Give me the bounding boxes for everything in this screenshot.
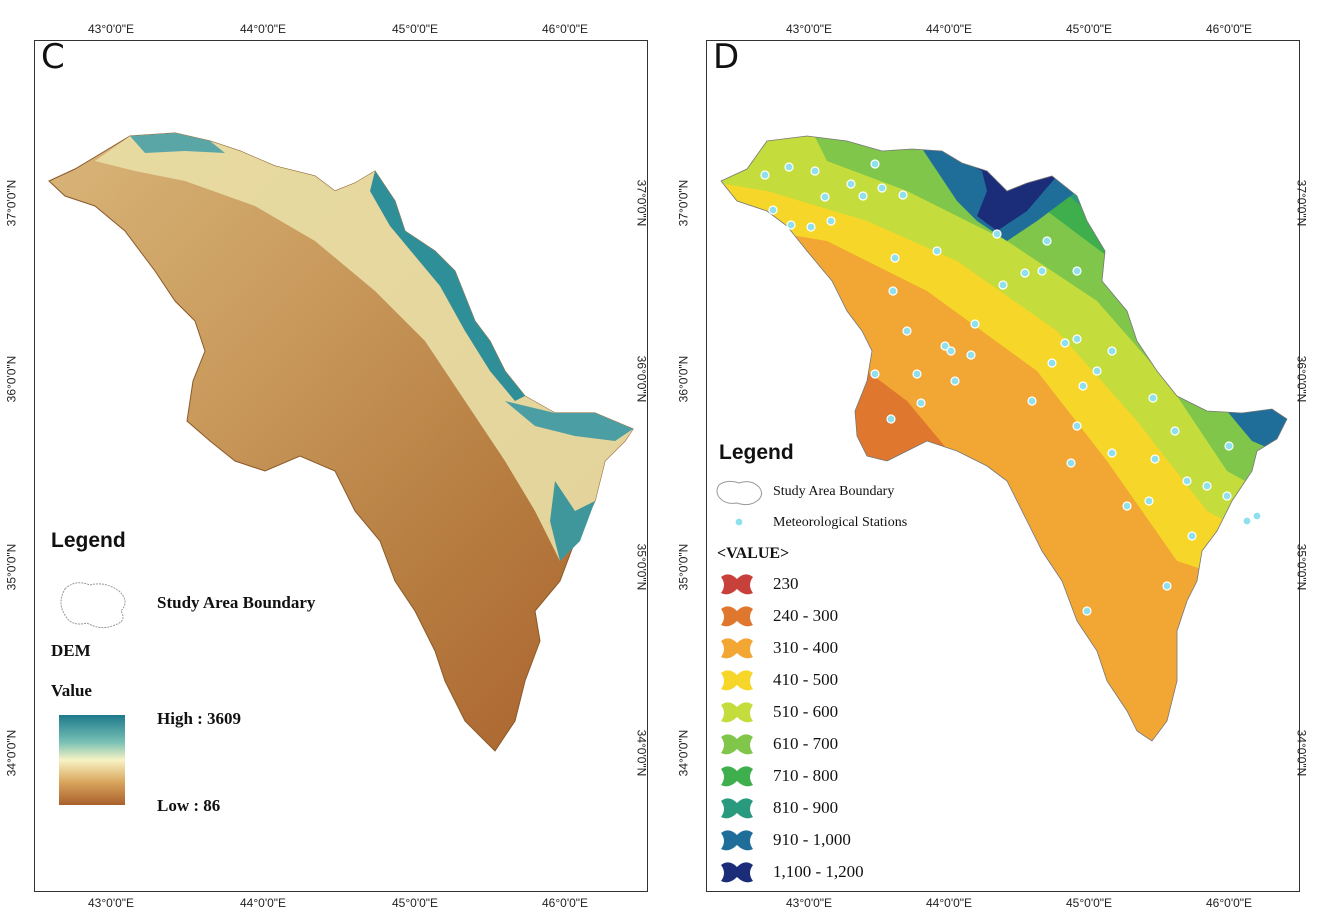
left-lat-tick: 37°0'0"N (4, 179, 19, 227)
left-lat-tick: 34°0'0"N (4, 729, 19, 777)
panel-letter: D (713, 37, 740, 77)
legend-boundary-label: Study Area Boundary (157, 593, 316, 612)
legend-swatches (721, 574, 753, 883)
right-lat-tick: 34°0'0"N (1294, 729, 1309, 777)
legend-class-label: 410 - 500 (773, 670, 839, 689)
legend-swatch (721, 638, 753, 659)
value-label: Value (51, 681, 92, 700)
right-lat-tick: 35°0'0"N (634, 543, 649, 591)
legend-swatch (721, 798, 753, 819)
legend-class-label: 230 (773, 574, 799, 593)
rainfall-map-panel: D Legend Study Area Boundary Meteorologi… (706, 37, 1300, 892)
top-lon-tick: 46°0'0"E (1206, 22, 1253, 36)
bottom-lon-tick: 43°0'0"E (88, 896, 135, 910)
legend-swatch (721, 670, 753, 691)
mountain-ridge (370, 171, 525, 401)
legend-swatch (721, 702, 753, 723)
dem-map-canvas (48, 132, 634, 805)
dem-map-panel: C Legend Study Area Boundary DEM Value H… (34, 37, 648, 892)
value-header: <VALUE> (717, 545, 790, 562)
legend-swatch (721, 766, 753, 787)
right-lat-tick: 37°0'0"N (634, 179, 649, 227)
left-lat-tick: 35°0'0"N (4, 543, 19, 591)
right-lat-tick: 34°0'0"N (634, 729, 649, 777)
mountain-ridge-4 (550, 481, 595, 561)
meteorological-stations (760, 159, 1262, 616)
mountain-ridge-2 (130, 133, 225, 153)
left-lat-tick: 36°0'0"N (4, 355, 19, 403)
legend-swatch (721, 606, 753, 627)
mountain-ridge-3 (505, 401, 633, 441)
top-lon-tick: 43°0'0"E (88, 22, 135, 36)
boundary-symbol-icon (60, 582, 126, 629)
bottom-lon-tick: 44°0'0"E (240, 896, 287, 910)
legend-class-label: 1,100 - 1,200 (773, 862, 864, 881)
dem-label: DEM (51, 641, 91, 660)
station-symbol-icon (734, 517, 744, 527)
legend-class-label: 710 - 800 (773, 766, 839, 785)
legend-boundary-label: Study Area Boundary (773, 484, 895, 499)
panel-letter: C (41, 37, 65, 77)
legend-class-label: 810 - 900 (773, 798, 839, 817)
bottom-lon-tick: 46°0'0"E (542, 896, 589, 910)
dem-color-ramp (59, 715, 125, 805)
legend-class-label: 610 - 700 (773, 734, 839, 753)
legend-class-label: 910 - 1,000 (773, 830, 851, 849)
bottom-lon-tick: 45°0'0"E (392, 896, 439, 910)
left-lat-tick: 35°0'0"N (676, 543, 691, 591)
right-lat-tick: 37°0'0"N (1294, 179, 1309, 227)
legend-stations-label: Meteorological Stations (773, 515, 908, 530)
top-lon-tick: 45°0'0"E (1066, 22, 1113, 36)
legend-class-label: 240 - 300 (773, 606, 839, 625)
rainfall-zones (721, 136, 1287, 741)
legend-swatch (721, 830, 753, 851)
legend-swatch (721, 734, 753, 755)
bottom-lon-tick: 46°0'0"E (1206, 896, 1253, 910)
right-lat-tick: 36°0'0"N (1294, 355, 1309, 403)
right-lat-tick: 35°0'0"N (1294, 543, 1309, 591)
low-value-label: Low : 86 (157, 796, 221, 815)
legend-swatch (721, 862, 753, 883)
left-lat-tick: 37°0'0"N (676, 179, 691, 227)
top-lon-tick: 43°0'0"E (786, 22, 833, 36)
bottom-lon-tick: 44°0'0"E (926, 896, 973, 910)
top-lon-tick: 44°0'0"E (926, 22, 973, 36)
left-lat-tick: 34°0'0"N (676, 729, 691, 777)
bottom-lon-tick: 43°0'0"E (786, 896, 833, 910)
legend-class-label: 310 - 400 (773, 638, 839, 657)
legend-class-label: 510 - 600 (773, 702, 839, 721)
rainfall-map-canvas (716, 135, 1288, 883)
left-lat-tick: 36°0'0"N (676, 355, 691, 403)
legend-title: Legend (51, 529, 126, 552)
boundary-symbol-icon (716, 480, 763, 506)
bottom-lon-tick: 45°0'0"E (1066, 896, 1113, 910)
high-value-label: High : 3609 (157, 709, 242, 728)
right-lat-tick: 36°0'0"N (634, 355, 649, 403)
study-area-boundary (720, 135, 1288, 742)
legend-swatch (721, 574, 753, 595)
top-lon-tick: 45°0'0"E (392, 22, 439, 36)
top-lon-tick: 44°0'0"E (240, 22, 287, 36)
legend-title: Legend (719, 441, 794, 464)
top-lon-tick: 46°0'0"E (542, 22, 589, 36)
